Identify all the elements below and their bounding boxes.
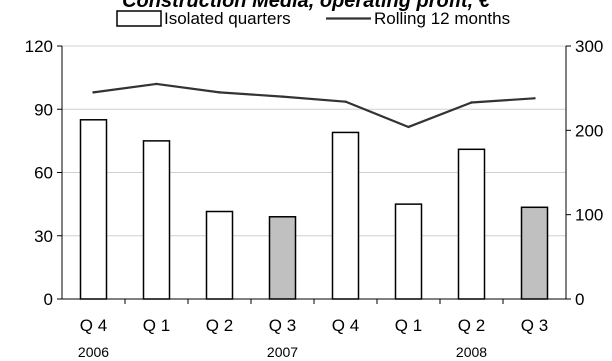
legend-label: Rolling 12 months [374,9,510,28]
y-right-tick-label: 0 [575,290,584,309]
bar [205,210,234,300]
x-year-label: 2008 [456,344,487,360]
bar [142,140,171,300]
y-left-tick-label: 90 [34,100,53,119]
y-right-tick-label: 300 [575,37,603,56]
legend-label: Isolated quarters [164,9,291,28]
line-point [218,91,221,94]
gridlines [62,45,566,237]
bar [79,119,108,300]
x-tick-label: Q 1 [143,316,170,335]
line-point [407,125,410,129]
y-right-tick-label: 200 [575,121,603,140]
line-point [533,97,536,100]
bar [331,131,360,300]
y-left-tick-label: 30 [34,227,53,246]
x-tick-label: Q 1 [395,316,422,335]
x-tick-label: Q 4 [80,316,107,335]
legend-swatch-bar [116,10,162,27]
bar [520,206,549,300]
y-right-tick-label: 100 [575,206,603,225]
legend: Isolated quarters Rolling 12 months [116,9,510,28]
x-year-label: 2006 [78,344,109,360]
x-tick-label: Q 4 [332,316,359,335]
line-point [92,91,95,94]
axes: 0 30 60 90 120 0 100 200 300 Q 4 Q 1 Q 2 Q 3 Q 4 Q 1 Q … [25,37,604,360]
x-tick-label: Q 2 [458,316,485,335]
bar-series [79,119,549,300]
line-point [155,82,158,86]
line-series [92,82,536,129]
bar [394,203,423,300]
y-left-tick-label: 0 [44,290,53,309]
x-tick-label: Q 3 [521,316,548,335]
line-point [281,95,284,98]
x-year-label: 2007 [267,344,298,360]
bar [457,148,486,300]
series-line [93,82,535,129]
line-point [344,100,347,103]
x-tick-label: Q 2 [206,316,233,335]
chart-title: Construction Media, operating profit, € [122,0,491,12]
y-left-tick-label: 60 [34,164,53,183]
y-left-tick-label: 120 [25,37,53,56]
x-tick-label: Q 3 [269,316,296,335]
bar [268,216,297,300]
line-point [470,101,473,104]
